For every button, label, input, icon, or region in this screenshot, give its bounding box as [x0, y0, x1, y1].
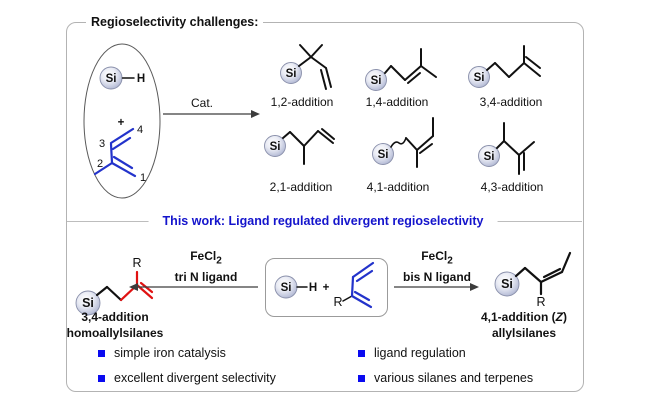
- left-conditions-ligand: tri N ligand: [174, 270, 238, 285]
- si-label: Si: [270, 141, 281, 153]
- bullet-silanes-terpenes: various silanes and terpenes: [358, 371, 533, 385]
- right-product-label-2: allylsilanes: [491, 326, 557, 340]
- bullet-text: various silanes and terpenes: [374, 371, 534, 385]
- product-label-41: 4,1-addition: [366, 180, 430, 194]
- z-descriptor: Z: [555, 310, 564, 324]
- product-3-4-addition: Si: [468, 45, 541, 88]
- right-product-label-1: 4,1-addition (Z): [480, 310, 568, 324]
- fecl2-text: FeCl: [421, 249, 448, 263]
- diene-structure: [93, 127, 137, 178]
- bullet-square-icon: [98, 350, 105, 357]
- homoallylsilane-product: Si R: [75, 256, 154, 316]
- left-conditions: FeCl2 tri N ligand: [175, 248, 238, 285]
- product-label-21: 2,1-addition: [269, 180, 333, 194]
- product-2-1-addition: Si: [264, 128, 335, 165]
- product-label-43: 4,3-addition: [480, 180, 544, 194]
- si-label: Si: [371, 75, 382, 87]
- si-label: Si: [501, 277, 513, 291]
- h-label: H: [137, 73, 145, 85]
- plus-sign: +: [323, 282, 330, 294]
- allylsilane-product: Si R: [494, 251, 572, 309]
- r-group-label: R: [536, 295, 545, 309]
- carbon-number-1: 1: [140, 172, 146, 184]
- carbon-number-2: 2: [97, 158, 103, 170]
- bullet-ligand-regulation: ligand regulation: [358, 346, 466, 360]
- si-label: Si: [474, 72, 485, 84]
- right-conditions-formula: FeCl2: [403, 248, 471, 269]
- product-4-1-addition: Si: [372, 117, 434, 168]
- product-label-14: 1,4-addition: [365, 95, 429, 109]
- carbon-number-3: 3: [99, 138, 105, 150]
- product-label-12: 1,2-addition: [270, 95, 334, 109]
- plus-sign: +: [118, 117, 125, 129]
- reactant-oval: Si H + 1 2 3 4: [83, 43, 161, 199]
- bullet-square-icon: [358, 375, 365, 382]
- right-reaction-arrow: [394, 283, 479, 291]
- product-label-34: 3,4-addition: [479, 95, 543, 109]
- bullet-divergent-selectivity: excellent divergent selectivity: [98, 371, 276, 385]
- right-conditions-ligand: bis N ligand: [402, 270, 472, 285]
- bullet-text: simple iron catalysis: [114, 346, 226, 360]
- si-label: Si: [378, 149, 389, 161]
- si-label: Si: [281, 282, 292, 294]
- left-product-label-2: homoallylsilanes: [66, 326, 164, 340]
- r-group-label: R: [132, 256, 141, 270]
- this-work-banner: This work: Ligand regulated divergent re…: [148, 214, 498, 228]
- bullet-square-icon: [358, 350, 365, 357]
- product-4-3-addition: Si: [478, 122, 535, 175]
- si-label: Si: [286, 68, 297, 80]
- product-1-4-addition: Si: [365, 48, 437, 91]
- fecl2-subscript: 2: [216, 255, 222, 267]
- catalyst-arrow: Cat.: [163, 96, 260, 118]
- si-label: Si: [106, 73, 117, 85]
- diene-structure: [350, 261, 375, 309]
- section-title-challenges: Regioselectivity challenges:: [86, 15, 264, 29]
- bullet-simple-iron: simple iron catalysis: [98, 346, 226, 360]
- carbon-number-4: 4: [137, 124, 143, 136]
- substrate-box: Si H + R: [265, 258, 388, 317]
- bullet-text: excellent divergent selectivity: [114, 371, 276, 385]
- h-label: H: [309, 282, 317, 294]
- wavy-bond: [390, 137, 407, 148]
- si-label: Si: [82, 296, 94, 310]
- fecl2-text: FeCl: [190, 249, 217, 263]
- left-reaction-arrow: [129, 283, 258, 291]
- bullet-square-icon: [98, 375, 105, 382]
- fecl2-subscript: 2: [447, 255, 453, 267]
- si-label: Si: [484, 151, 495, 163]
- catalyst-label: Cat.: [191, 96, 213, 110]
- left-product-label-1: 3,4-addition: [81, 310, 149, 324]
- left-conditions-formula: FeCl2: [175, 248, 238, 269]
- product-1-2-addition: Si: [280, 44, 332, 90]
- r-group-label: R: [333, 295, 342, 309]
- bullet-text: ligand regulation: [374, 346, 466, 360]
- right-conditions: FeCl2 bis N ligand: [403, 248, 471, 285]
